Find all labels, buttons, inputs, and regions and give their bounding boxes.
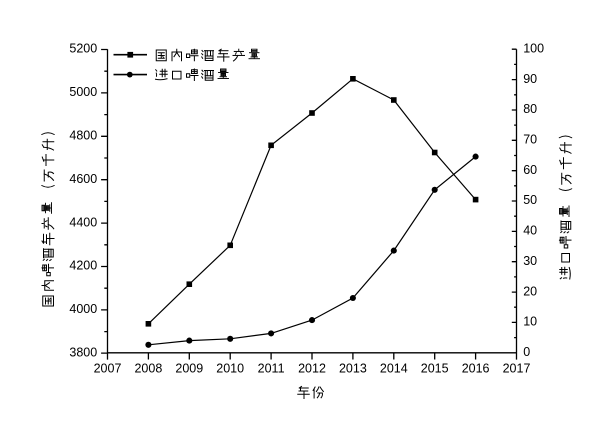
svg-text:40: 40 [523,224,537,238]
svg-text:2007: 2007 [94,362,122,376]
svg-text:0: 0 [523,345,530,359]
svg-text:50: 50 [523,193,537,207]
svg-text:2013: 2013 [339,362,367,376]
svg-text:90: 90 [523,72,537,86]
svg-text:60: 60 [523,163,537,177]
svg-text:3800: 3800 [69,346,97,360]
svg-text:70: 70 [523,133,537,147]
svg-text:100: 100 [523,41,544,55]
svg-text:4400: 4400 [69,215,97,229]
svg-text:20: 20 [523,284,537,298]
svg-text:2014: 2014 [380,362,408,376]
svg-text:4200: 4200 [69,259,97,273]
svg-text:4600: 4600 [69,172,97,186]
svg-text:2012: 2012 [298,362,326,376]
svg-text:2017: 2017 [503,362,531,376]
svg-text:2015: 2015 [421,362,449,376]
svg-text:5200: 5200 [69,42,97,56]
svg-text:2009: 2009 [175,362,203,376]
svg-text:2008: 2008 [134,362,162,376]
svg-text:2016: 2016 [462,362,490,376]
svg-text:30: 30 [523,254,537,268]
svg-text:4000: 4000 [69,302,97,316]
svg-text:2010: 2010 [216,362,244,376]
svg-text:2011: 2011 [258,362,285,376]
svg-text:5000: 5000 [69,85,97,99]
svg-text:80: 80 [523,102,537,116]
svg-text:10: 10 [523,315,537,329]
svg-text:4800: 4800 [69,129,97,143]
